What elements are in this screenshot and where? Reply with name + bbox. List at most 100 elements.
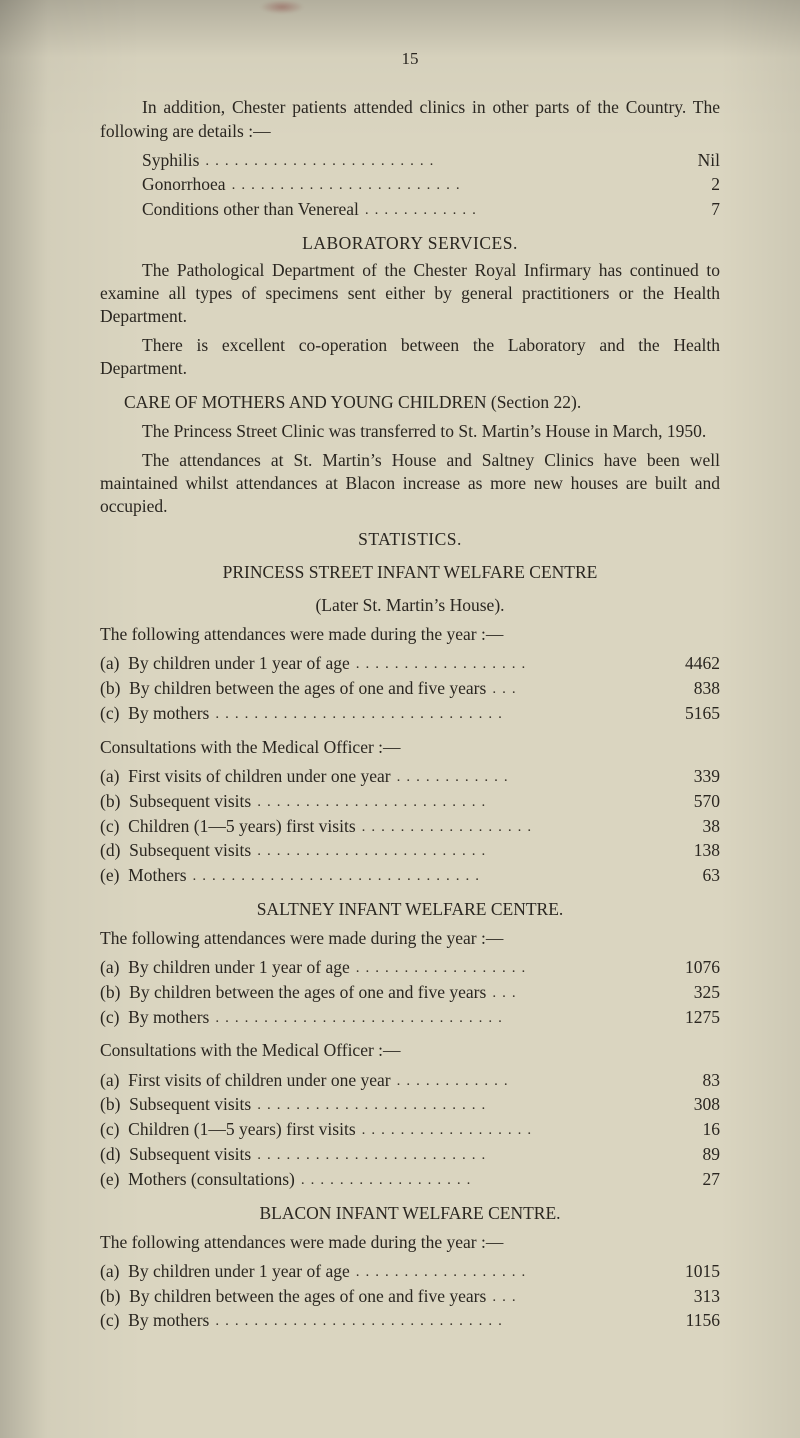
table-row: (c) By mothers .........................… [100, 1006, 720, 1030]
saltney-attendance-table: (a) By children under 1 year of age ....… [100, 956, 720, 1029]
intro-table: Syphilis ........................ Nil Go… [100, 149, 720, 222]
saltney-consult-table: (a) First visits of children under one y… [100, 1069, 720, 1192]
row-label: (d) Subsequent visits [100, 1143, 251, 1166]
dot-leader: ... [486, 680, 658, 700]
laboratory-p2: There is excellent co-operation between … [100, 334, 720, 380]
dot-leader: ... [486, 1288, 658, 1308]
row-label: (b) By children between the ages of one … [100, 677, 486, 700]
row-label: (a) First visits of children under one y… [100, 1069, 391, 1092]
row-value: 1275 [658, 1006, 720, 1029]
table-row: (e) Mothers ............................… [100, 864, 720, 888]
table-row: (c) Children (1—5 years) first visits ..… [100, 1118, 720, 1142]
dot-leader: ............ [391, 1072, 658, 1092]
row-label: Conditions other than Venereal [100, 198, 359, 221]
dot-leader: ........................ [251, 1146, 658, 1166]
table-row: (e) Mothers (consultations) ............… [100, 1168, 720, 1192]
row-label: (b) Subsequent visits [100, 1093, 251, 1116]
table-row: (d) Subsequent visits ..................… [100, 1143, 720, 1167]
row-label: (c) Children (1—5 years) first visits [100, 1118, 356, 1141]
statistics-heading: STATISTICS. [100, 528, 720, 551]
dot-leader: ........................ [199, 152, 658, 172]
table-row: Gonorrhoea ........................ 2 [100, 173, 720, 197]
row-label: (b) Subsequent visits [100, 790, 251, 813]
table-row: (b) By children between the ages of one … [100, 677, 720, 701]
row-value: 38 [658, 815, 720, 838]
row-label: (e) Mothers (consultations) [100, 1168, 295, 1191]
row-label: (c) By mothers [100, 1309, 209, 1332]
row-value: 339 [658, 765, 720, 788]
row-value: 4462 [658, 652, 720, 675]
table-row: (a) First visits of children under one y… [100, 765, 720, 789]
row-value: 838 [658, 677, 720, 700]
table-row: Conditions other than Venereal .........… [100, 198, 720, 222]
page: 15 In addition, Chester patients attende… [0, 0, 800, 1364]
row-label: (c) Children (1—5 years) first visits [100, 815, 356, 838]
dot-leader: ............ [359, 201, 658, 221]
row-label: (c) By mothers [100, 1006, 209, 1029]
row-value: Nil [658, 149, 720, 172]
care-heading: CARE OF MOTHERS AND YOUNG CHILDREN (Sect… [100, 391, 720, 414]
row-label: (c) By mothers [100, 702, 209, 725]
dot-leader: ........................ [251, 842, 658, 862]
attendance-intro: The following attendances were made duri… [100, 623, 720, 646]
saltney-heading: SALTNEY INFANT WELFARE CENTRE. [100, 898, 720, 921]
dot-leader: ............ [391, 768, 658, 788]
dot-leader: .............................. [209, 1312, 658, 1332]
dot-leader: .............................. [209, 1009, 658, 1029]
princess-heading: PRINCESS STREET INFANT WELFARE CENTRE [100, 561, 720, 584]
princess-attendance-table: (a) By children under 1 year of age ....… [100, 652, 720, 725]
dot-leader: .................. [295, 1171, 658, 1191]
care-p2: The attendances at St. Martin’s House an… [100, 449, 720, 518]
row-value: 27 [658, 1168, 720, 1191]
table-row: (b) By children between the ages of one … [100, 981, 720, 1005]
row-value: 313 [658, 1285, 720, 1308]
table-row: (d) Subsequent visits ..................… [100, 839, 720, 863]
consultations-intro: Consultations with the Medical Officer :… [100, 1039, 720, 1062]
table-row: (b) Subsequent visits ..................… [100, 1093, 720, 1117]
dot-leader: .................. [356, 1121, 658, 1141]
dot-leader: .................. [350, 959, 658, 979]
intro-paragraph: In addition, Chester patients attended c… [100, 96, 720, 142]
princess-consult-table: (a) First visits of children under one y… [100, 765, 720, 888]
table-row: (c) By mothers .........................… [100, 702, 720, 726]
attendance-intro: The following attendances were made duri… [100, 1231, 720, 1254]
dot-leader: ... [486, 984, 658, 1004]
row-value: 5165 [658, 702, 720, 725]
row-label: (a) By children under 1 year of age [100, 956, 350, 979]
row-label: (b) By children between the ages of one … [100, 981, 486, 1004]
row-value: 570 [658, 790, 720, 813]
row-value: 138 [658, 839, 720, 862]
row-value: 1076 [658, 956, 720, 979]
table-row: (b) By children between the ages of one … [100, 1285, 720, 1309]
princess-subheading: (Later St. Martin’s House). [100, 594, 720, 617]
table-row: (a) First visits of children under one y… [100, 1069, 720, 1093]
dot-leader: ........................ [251, 1096, 658, 1116]
dot-leader: .................. [350, 655, 658, 675]
row-value: 83 [658, 1069, 720, 1092]
table-row: (a) By children under 1 year of age ....… [100, 1260, 720, 1284]
laboratory-heading: LABORATORY SERVICES. [100, 232, 720, 255]
laboratory-p1: The Pathological Department of the Chest… [100, 259, 720, 328]
row-value: 2 [658, 173, 720, 196]
row-value: 7 [658, 198, 720, 221]
table-row: (a) By children under 1 year of age ....… [100, 652, 720, 676]
row-value: 308 [658, 1093, 720, 1116]
row-label: (e) Mothers [100, 864, 187, 887]
table-row: (a) By children under 1 year of age ....… [100, 956, 720, 980]
row-label: (a) By children under 1 year of age [100, 1260, 350, 1283]
table-row: (b) Subsequent visits ..................… [100, 790, 720, 814]
consultations-intro: Consultations with the Medical Officer :… [100, 736, 720, 759]
row-value: 63 [658, 864, 720, 887]
table-row: Syphilis ........................ Nil [100, 149, 720, 173]
table-row: (c) Children (1—5 years) first visits ..… [100, 815, 720, 839]
dot-leader: .............................. [209, 705, 658, 725]
row-label: (d) Subsequent visits [100, 839, 251, 862]
row-label: (a) First visits of children under one y… [100, 765, 391, 788]
blacon-heading: BLACON INFANT WELFARE CENTRE. [100, 1202, 720, 1225]
row-value: 1015 [658, 1260, 720, 1283]
attendance-intro: The following attendances were made duri… [100, 927, 720, 950]
blacon-attendance-table: (a) By children under 1 year of age ....… [100, 1260, 720, 1333]
row-value: 1156 [658, 1309, 720, 1332]
dot-leader: ........................ [226, 176, 658, 196]
table-row: (c) By mothers .........................… [100, 1309, 720, 1333]
